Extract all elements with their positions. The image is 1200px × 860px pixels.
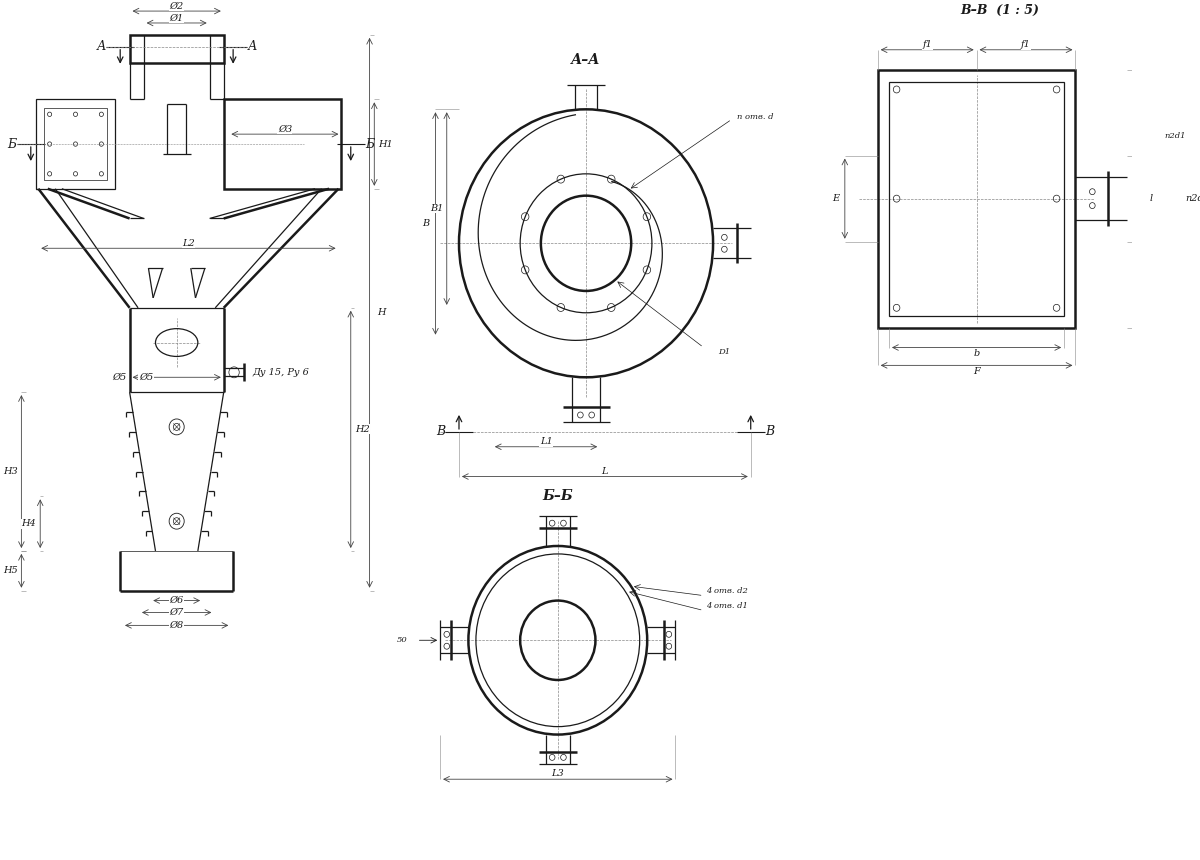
- Text: f1: f1: [1021, 40, 1031, 49]
- Text: H: H: [378, 308, 386, 317]
- Text: H5: H5: [2, 566, 18, 575]
- Text: L1: L1: [540, 437, 552, 446]
- Text: Ø2: Ø2: [169, 2, 184, 10]
- Text: H4: H4: [22, 519, 36, 528]
- Text: А–А: А–А: [571, 52, 601, 67]
- Text: Ø7: Ø7: [169, 608, 184, 617]
- Bar: [130, 35, 223, 63]
- Text: H1: H1: [378, 139, 392, 149]
- Text: n отв. d: n отв. d: [737, 114, 773, 121]
- Text: n2d1: n2d1: [1165, 132, 1187, 140]
- Text: В: В: [436, 426, 445, 439]
- Text: Ду 15, Ру 6: Ду 15, Ру 6: [252, 368, 308, 377]
- Text: L3: L3: [552, 769, 564, 777]
- Bar: [44, 108, 107, 180]
- Text: Ø8: Ø8: [169, 621, 184, 630]
- Text: Ø1: Ø1: [169, 14, 184, 22]
- Text: D1: D1: [718, 348, 730, 357]
- Text: 50: 50: [396, 636, 407, 644]
- Text: Б–Б: Б–Б: [542, 489, 574, 503]
- Text: Б: Б: [365, 138, 374, 150]
- Text: L: L: [601, 467, 608, 476]
- Text: F: F: [973, 367, 980, 376]
- Bar: [223, 100, 341, 188]
- Text: В–В  (1 : 5): В–В (1 : 5): [961, 3, 1039, 16]
- Bar: [877, 70, 1075, 328]
- Text: 4 отв. d2: 4 отв. d2: [707, 587, 749, 594]
- Text: Ø6: Ø6: [169, 596, 184, 605]
- Text: l: l: [1150, 194, 1152, 203]
- Text: А: А: [96, 40, 106, 53]
- Text: B1: B1: [431, 204, 444, 213]
- Bar: [889, 82, 1064, 316]
- Text: 4 отв. d1: 4 отв. d1: [707, 601, 749, 610]
- Text: H2: H2: [355, 425, 370, 434]
- Text: Б: Б: [7, 138, 17, 150]
- Text: L2: L2: [182, 239, 194, 248]
- Text: n2d1: n2d1: [1186, 194, 1200, 203]
- Text: Ø3: Ø3: [277, 125, 292, 133]
- Text: В: В: [764, 426, 774, 439]
- Text: E: E: [832, 194, 839, 203]
- Text: b: b: [973, 349, 979, 358]
- Text: А: А: [247, 40, 257, 53]
- Text: f1: f1: [923, 40, 932, 49]
- Text: B: B: [422, 219, 430, 228]
- Bar: [36, 100, 115, 188]
- Text: H3: H3: [2, 467, 18, 476]
- Text: Ø5: Ø5: [139, 372, 154, 382]
- Text: Ø5: Ø5: [113, 372, 127, 382]
